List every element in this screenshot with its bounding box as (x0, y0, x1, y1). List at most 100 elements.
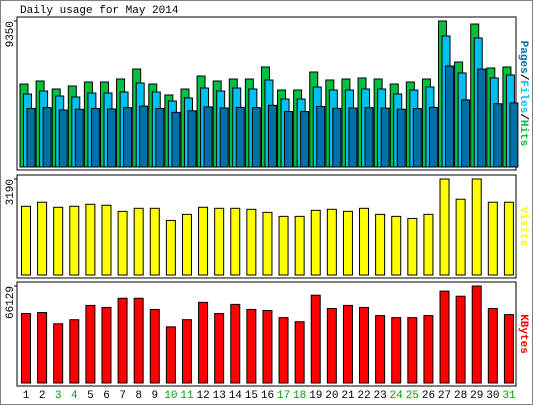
x-tick-label: 23 (374, 390, 387, 402)
bar (342, 304, 353, 384)
bar (294, 215, 305, 276)
legend: Visits (517, 207, 529, 247)
legend-entry: Files (517, 80, 529, 113)
bar (53, 323, 64, 384)
y-tick-label: 9350 (5, 21, 17, 47)
bar (101, 204, 112, 276)
bar (326, 307, 337, 384)
x-tick-label: 12 (197, 390, 210, 402)
bar (503, 314, 514, 384)
bar (74, 108, 84, 168)
bar (117, 297, 128, 384)
bar (326, 208, 337, 276)
legend-entry: Visits (517, 207, 529, 247)
bar (117, 210, 128, 276)
bar (181, 319, 192, 384)
bar (214, 207, 225, 276)
x-tick-label: 20 (325, 390, 338, 402)
bar (123, 107, 133, 168)
x-tick-label: 29 (470, 390, 483, 402)
x-tick-label: 14 (229, 390, 243, 402)
bar (428, 106, 438, 168)
bar (37, 201, 48, 276)
bar (455, 295, 466, 384)
bar (85, 304, 96, 384)
x-tick-label: 2 (39, 390, 46, 402)
bar (21, 313, 31, 384)
bar (412, 108, 422, 168)
bar (53, 206, 64, 276)
bar (90, 107, 100, 168)
x-tick-label: 15 (245, 390, 258, 402)
x-tick-label: 8 (135, 390, 142, 402)
bar (316, 105, 326, 168)
bar (101, 306, 112, 384)
x-tick-label: 22 (357, 390, 370, 402)
x-tick-label: 3 (55, 390, 62, 402)
bar (171, 111, 181, 168)
bar (246, 308, 257, 384)
bar (364, 107, 374, 168)
bar (262, 211, 273, 276)
bar (396, 108, 406, 168)
bar (58, 109, 68, 168)
x-tick-label: 28 (454, 390, 467, 402)
legend-separator: / (517, 74, 529, 81)
bar (423, 315, 434, 384)
bar (37, 312, 48, 384)
x-tick-label: 17 (277, 390, 290, 402)
bar (380, 107, 390, 168)
bar (198, 301, 209, 384)
bar (487, 201, 498, 276)
bar (230, 207, 241, 276)
bar (235, 106, 245, 168)
y-tick-label: 66129 (5, 286, 17, 319)
bar (165, 219, 176, 276)
x-tick-label: 16 (261, 390, 274, 402)
bar (445, 65, 455, 168)
x-tick-label: 18 (293, 390, 306, 402)
legend-entry: Hits (517, 120, 529, 146)
x-tick-label: 11 (180, 390, 194, 402)
bar (251, 107, 261, 168)
bar (85, 203, 96, 276)
bar (294, 321, 305, 384)
bar (359, 207, 370, 276)
bar (391, 215, 402, 276)
x-tick-label: 21 (341, 390, 355, 402)
bar (284, 111, 294, 168)
bar (21, 205, 31, 276)
bar (439, 290, 450, 384)
y-tick-label: 3190 (5, 179, 17, 205)
bar (42, 107, 52, 168)
bar (310, 209, 321, 276)
x-tick-label: 30 (486, 390, 499, 402)
bar (69, 319, 80, 384)
x-tick-label: 31 (502, 390, 516, 402)
bar (106, 108, 116, 168)
legend-entry: KBytes (517, 314, 529, 354)
bar (262, 310, 273, 384)
bar (332, 107, 342, 168)
bar (278, 317, 289, 384)
bar (461, 99, 471, 168)
bar (471, 178, 482, 276)
legend: KBytes (517, 314, 529, 354)
x-tick-label: 26 (422, 390, 435, 402)
bar (471, 285, 482, 384)
bar (187, 110, 197, 168)
bar (503, 201, 514, 276)
x-tick-label: 7 (119, 390, 126, 402)
x-tick-label: 24 (390, 390, 404, 402)
bar (310, 294, 321, 384)
bar (149, 207, 160, 276)
x-tick-label: 13 (213, 390, 226, 402)
bar (203, 106, 213, 168)
bar (133, 207, 144, 276)
x-tick-label: 19 (309, 390, 322, 402)
bar (230, 303, 241, 384)
bar (155, 107, 165, 168)
bar (487, 307, 498, 384)
bar (407, 317, 418, 384)
